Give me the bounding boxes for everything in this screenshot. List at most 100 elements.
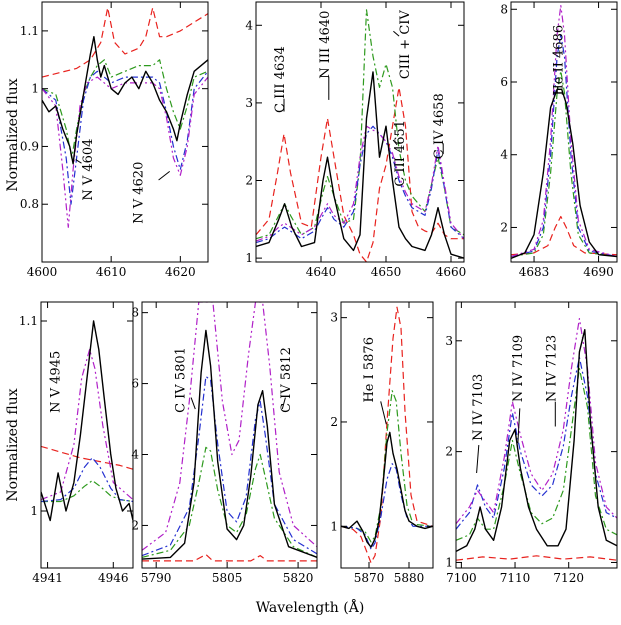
- line-annotation: N IV 7109: [511, 335, 526, 402]
- x-tick-label: 4620: [165, 265, 196, 279]
- line-annotation: N IV 7123: [544, 335, 559, 402]
- y-tick-label: 1.1: [20, 24, 39, 38]
- panel-3: 4683 4690 2 4 6 8 He II 4686: [500, 1, 618, 279]
- series-line-model_red: [41, 445, 133, 470]
- y-tick-label: 4: [245, 18, 253, 32]
- x-tick-label: 4683: [519, 265, 550, 279]
- panel-5: 5790 5805 5820 2 4 6 8 C IV 5801 C IV 5812: [131, 301, 318, 585]
- x-tick-label: 4610: [96, 265, 127, 279]
- series-line-model_green: [256, 9, 464, 240]
- x-tick-label: 5870: [354, 571, 385, 585]
- panel-5-series: [142, 302, 317, 562]
- panel-4: 4941 4946 1 1.1 N V 4945: [19, 301, 134, 585]
- x-tick-label: 4660: [436, 265, 467, 279]
- series-line-observed: [256, 71, 464, 259]
- y-tick-label: 0.8: [20, 197, 39, 211]
- x-tick-label: 7110: [500, 571, 531, 585]
- series-line-model_red: [42, 7, 208, 78]
- x-tick-label: 4640: [306, 265, 337, 279]
- line-annotation: He II 4686: [552, 25, 567, 96]
- y-tick-label: 2: [330, 415, 338, 429]
- annotation-pointer: [75, 159, 82, 164]
- panel-2: 4640 4650 4660 1 2 3 4 C III 4634 N III 4640 CIII…: [245, 1, 467, 279]
- annotation-pointer: [392, 139, 398, 146]
- y-axis-title-top: Normalized flux: [5, 78, 21, 191]
- line-annotation: C IV 4658: [432, 93, 447, 159]
- series-line-model_violet: [142, 302, 317, 551]
- line-annotation: N IV 7103: [471, 374, 486, 441]
- series-line-model_red: [256, 86, 464, 262]
- x-axis-title: Wavelength (Å): [256, 598, 365, 616]
- y-axis-title-bottom: Normalized flux: [5, 388, 21, 501]
- x-tick-label: 5880: [394, 571, 425, 585]
- y-tick-label: 3: [245, 96, 253, 110]
- y-tick-label: 2: [500, 220, 508, 234]
- series-line-observed: [142, 329, 317, 560]
- panel-1: 4600 4610 4620 0.8 0.9 1 1.1 N V 4604 N V 4620: [20, 1, 209, 279]
- y-tick-label: 4: [131, 448, 139, 462]
- annotation-pointer: [190, 397, 196, 410]
- panel-7-series: [456, 318, 617, 561]
- panel-frame: [41, 1, 209, 263]
- y-tick-label: 3: [330, 311, 338, 325]
- series-line-model_blue: [341, 463, 433, 550]
- series-line-model_green: [456, 367, 617, 541]
- series-line-model_red: [341, 306, 433, 564]
- panel-6: 5870 5880 1 2 3 He I 5876: [330, 301, 434, 585]
- series-line-observed: [42, 36, 208, 165]
- x-tick-label: 5820: [283, 571, 314, 585]
- panel-2-series: [256, 9, 464, 262]
- series-line-model_green: [511, 70, 617, 258]
- annotation-pointer: [393, 30, 400, 37]
- line-annotation: CIII + CIV: [398, 10, 413, 80]
- y-tick-label: 1: [245, 251, 253, 265]
- y-tick-label: 8: [500, 2, 508, 16]
- line-annotation: N V 4945: [48, 351, 63, 413]
- y-tick-label: 8: [131, 306, 139, 320]
- annotation-pointer: [158, 171, 171, 181]
- line-annotation: N V 4604: [81, 139, 96, 201]
- line-annotation: C III 4651: [393, 120, 408, 187]
- panel-7: 7100 7110 7120 1 2 3 N IV 7103 N IV 7109 N IV 71…: [445, 301, 618, 585]
- x-tick-label: 4690: [583, 265, 614, 279]
- x-tick-label: 4946: [98, 571, 129, 585]
- series-line-model_green: [142, 446, 317, 558]
- series-line-model_violet: [42, 76, 208, 228]
- line-annotation: C IV 5801: [174, 347, 189, 413]
- panel-6-series: [341, 306, 433, 564]
- y-tick-label: 1: [30, 504, 38, 518]
- panel-frame: [255, 1, 465, 263]
- y-tick-label: 2: [445, 445, 453, 459]
- series-line-model_violet: [456, 318, 617, 525]
- y-tick-label: 1.1: [19, 314, 38, 328]
- series-line-model_blue: [456, 356, 617, 530]
- series-line-model_blue: [42, 70, 208, 205]
- y-tick-label: 4: [500, 148, 508, 162]
- x-tick-label: 5790: [141, 571, 172, 585]
- x-tick-label: 7120: [553, 571, 584, 585]
- line-annotation: He I 5876: [362, 337, 377, 403]
- panel-frame: [455, 301, 618, 569]
- series-line-model_blue: [511, 34, 617, 258]
- series-line-model_red: [456, 555, 617, 561]
- y-tick-label: 1: [330, 519, 338, 533]
- line-annotation: N V 4620: [131, 162, 146, 224]
- series-line-observed: [456, 329, 617, 553]
- x-tick-label: 7100: [446, 571, 477, 585]
- panel-1-series: [42, 7, 208, 228]
- line-annotation: C III 4634: [273, 46, 288, 113]
- y-tick-label: 1: [445, 555, 453, 569]
- panel-frame: [141, 301, 318, 569]
- annotation-pointer: [380, 401, 387, 425]
- y-tick-label: 1: [31, 82, 39, 96]
- series-line-observed: [41, 320, 133, 522]
- line-annotation: C IV 5812: [279, 347, 294, 413]
- y-tick-label: 2: [131, 518, 139, 532]
- panel-frame: [40, 301, 134, 569]
- series-line-model_violet: [511, 4, 617, 258]
- series-line-model_green: [42, 59, 208, 159]
- annotation-pointer: [517, 408, 521, 444]
